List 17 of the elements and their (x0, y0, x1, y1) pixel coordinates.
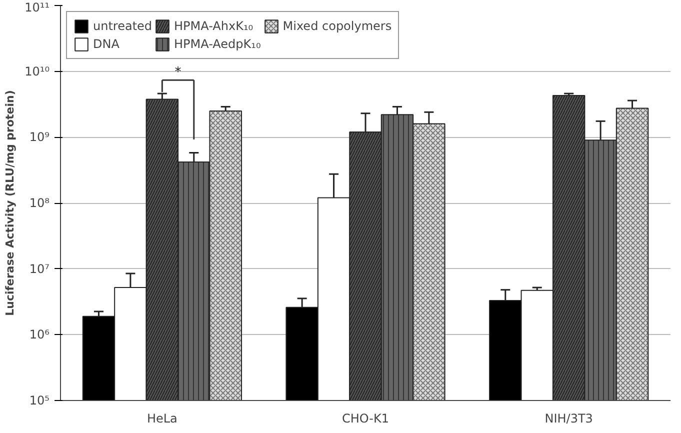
y-tick-label: 10⁹ (29, 130, 50, 144)
y-tick-label: 10¹¹ (24, 0, 50, 14)
y-tick-label: 10⁶ (29, 328, 50, 342)
y-tick-label: 10⁸ (29, 196, 50, 210)
y-axis-title: Luciferase Activity (RLU/mg protein) (4, 90, 17, 316)
x-tick-label: NIH/3T3 (544, 412, 593, 426)
legend-label: Mixed copolymers (282, 19, 392, 33)
x-tick-label: HeLa (146, 412, 178, 426)
legend-label: HPMA-AhxK₁₀ (174, 19, 254, 33)
x-tick-label: CHO-K1 (342, 412, 390, 426)
legend-label: DNA (93, 37, 120, 51)
y-tick-label: 10⁵ (29, 394, 50, 408)
y-tick-label: 10¹⁰ (24, 64, 50, 78)
annotation: * (174, 65, 182, 80)
legend-label: HPMA-AedpK₁₀ (174, 37, 261, 51)
y-tick-label: 10⁷ (29, 262, 50, 276)
legend-label: untreated (93, 19, 152, 33)
